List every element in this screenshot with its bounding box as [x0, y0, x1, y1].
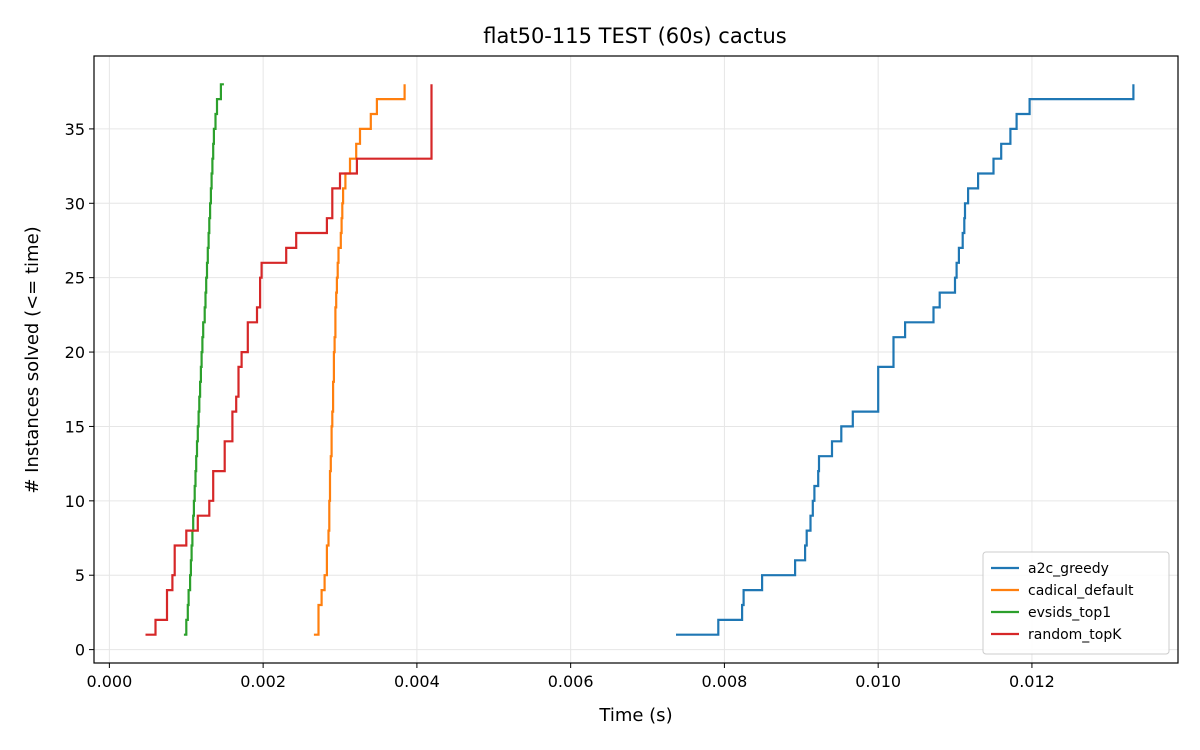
plot-frame — [93, 55, 1179, 664]
series-layer — [145, 83, 1135, 636]
legend-box — [982, 551, 1170, 655]
chart-title: flat50-115 TEST (60s) cactus — [483, 24, 787, 48]
series-line-random_topK — [145, 84, 433, 636]
x-axis-label: Time (s) — [598, 705, 672, 726]
y-tick-label: 35 — [65, 120, 85, 139]
legend-label-evsids_top1: evsids_top1 — [1028, 605, 1111, 621]
y-tick-label: 30 — [65, 194, 85, 213]
y-tick-label: 15 — [65, 417, 85, 436]
series-line-cadical_default — [313, 84, 406, 636]
y-tick-label: 10 — [65, 492, 85, 511]
x-tick-label: 0.008 — [702, 672, 748, 691]
legend: a2c_greedy cadical_default evsids_top1rand… — [982, 551, 1170, 655]
y-tick-label: 25 — [65, 269, 85, 288]
x-tick-label: 0.006 — [548, 672, 594, 691]
y-axis-label: # Instances solved (<= time) — [22, 226, 43, 493]
x-tick-label: 0.012 — [1009, 672, 1055, 691]
grid — [94, 56, 1178, 663]
series-line-evsids_top1 — [183, 83, 224, 636]
y-tick-label: 20 — [65, 343, 85, 362]
x-tick-label: 0.010 — [855, 672, 901, 691]
legend-label-cadical_default: cadical_default — [1028, 583, 1134, 599]
y-tick-label: 0 — [75, 641, 85, 660]
x-tick-label: 0.000 — [86, 672, 132, 691]
y-tick-label: 5 — [75, 566, 85, 585]
series-line-a2c_greedy — [676, 84, 1135, 636]
x-tick-label: 0.004 — [394, 672, 440, 691]
legend-label-a2c_greedy: a2c_greedy — [1028, 561, 1109, 577]
x-tick-label: 0.002 — [240, 672, 286, 691]
legend-label-random_topK: random_topK — [1028, 627, 1122, 643]
axis-ticks: 0.000 0.002 0.004 0.006 0.008 0.010 0.012 0 5 10 1… — [65, 120, 1055, 691]
